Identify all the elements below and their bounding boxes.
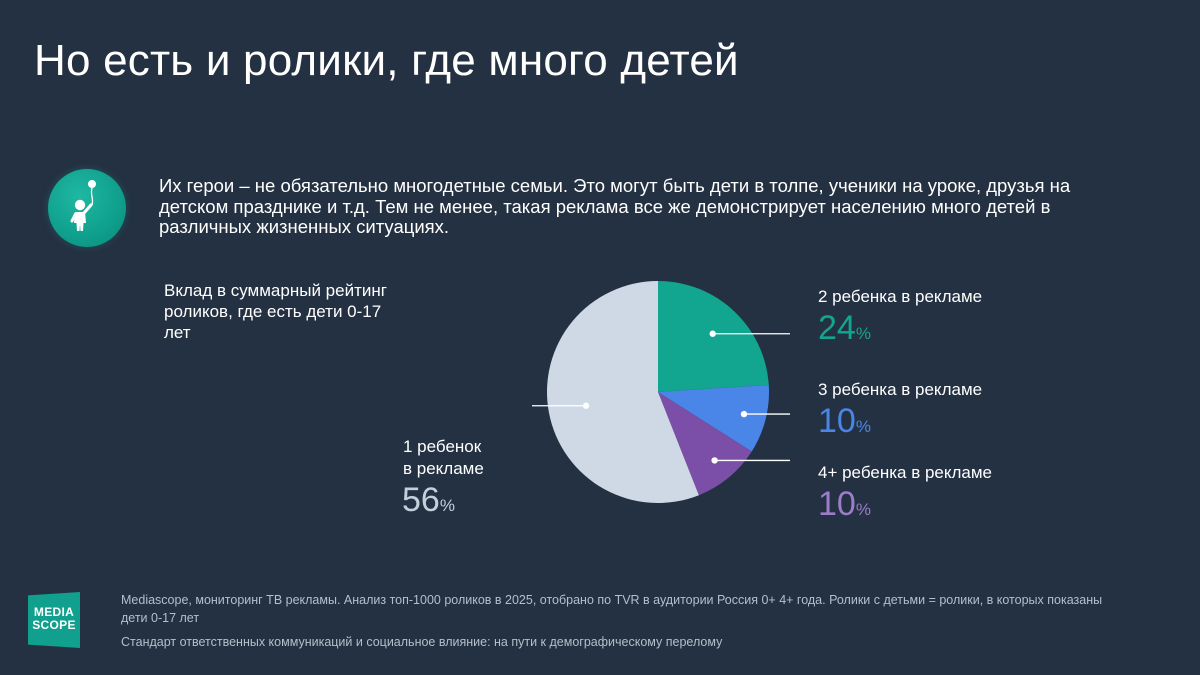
- logo-line1: MEDIA: [33, 605, 75, 619]
- source-footnote: Mediascope, мониторинг ТВ рекламы. Анали…: [121, 593, 1103, 625]
- slice-value-unit: %: [855, 500, 871, 519]
- leader-1-child-dot: [582, 402, 590, 409]
- leader-4plus-children-dot: [711, 457, 718, 464]
- slice-value-number: 24: [818, 309, 856, 347]
- child-with-balloon-icon: [48, 169, 126, 247]
- chart-title: Вклад в суммарный рейтинг роликов, где е…: [164, 281, 387, 342]
- slice-value-unit: %: [855, 324, 871, 343]
- slice-label-2-children: 2 ребенка в рекламе: [818, 287, 983, 306]
- slice-label-3-children: 3 ребенка в рекламе: [818, 380, 983, 399]
- pie-slice-3-children: [658, 385, 769, 452]
- slice-value-unit: %: [439, 496, 455, 515]
- slice-value-number: 10: [818, 402, 856, 440]
- slice-value-4plus-children: 10%: [818, 487, 871, 527]
- pie-slice-4plus-children: [658, 392, 752, 496]
- slice-value-unit: %: [855, 417, 871, 436]
- page-title: Но есть и ролики, где много детей: [34, 36, 739, 85]
- intro-text: Их герои – не обязательно многодетные се…: [159, 175, 1071, 237]
- slice-value-number: 10: [818, 485, 856, 523]
- slice-value-2-children: 24%: [818, 311, 871, 351]
- slice-value-number: 56: [402, 481, 440, 519]
- slice-label-4plus-children: 4+ ребенка в рекламе: [818, 463, 993, 482]
- pie-slice-1-child: [546, 281, 699, 504]
- leader-3-children-dot: [740, 410, 748, 418]
- mediascope-logo-icon: MEDIA SCOPE: [28, 592, 80, 648]
- slice-label-1-child-line1: 1 ребенок: [403, 437, 482, 456]
- slice-value-3-children: 10%: [818, 404, 871, 444]
- logo-line2: SCOPE: [32, 618, 76, 632]
- document-footnote: Стандарт ответственных коммуникаций и со…: [121, 635, 723, 649]
- slice-value-1-child: 56%: [402, 483, 455, 523]
- slice-label-1-child-line2: в рекламе: [403, 459, 484, 478]
- leader-2-children-dot: [709, 330, 716, 337]
